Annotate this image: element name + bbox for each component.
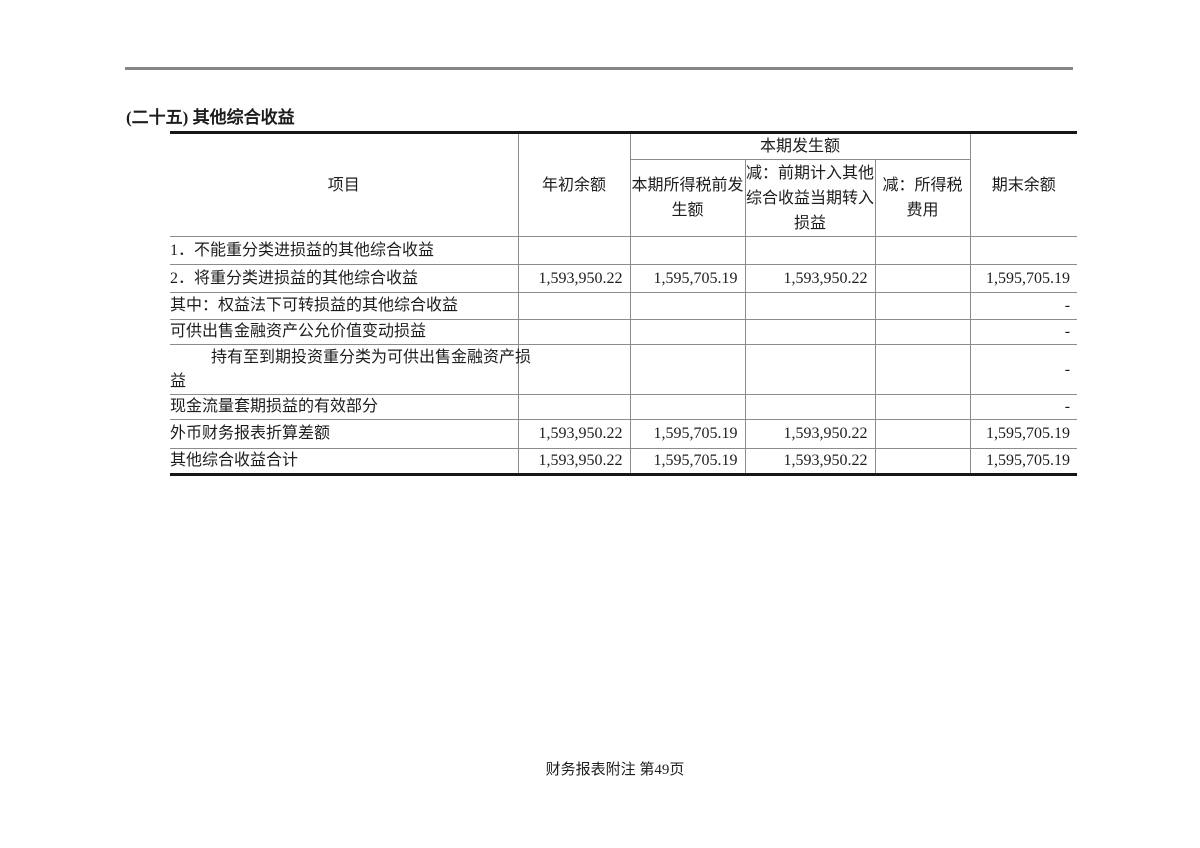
value-cell: [875, 236, 971, 265]
item-cell: 其他综合收益合计: [170, 448, 519, 475]
value-cell: [630, 319, 746, 345]
table-header: 项目 年初余额 本期发生额 期末余额 本期所得税前发生额 减：前期计入其他综合收…: [170, 132, 1078, 237]
value-cell: [630, 236, 746, 265]
table-row: 其中：权益法下可转损益的其他综合收益 -: [170, 292, 1078, 320]
table-row: 外币财务报表折算差额 1,593,950.22 1,595,705.19 1,5…: [170, 419, 1078, 449]
value-cell: 1,593,950.22: [745, 264, 876, 293]
value-cell: [518, 292, 631, 320]
value-cell: 1,595,705.19: [630, 264, 746, 293]
value-cell: [745, 292, 876, 320]
value-cell: -: [970, 292, 1078, 320]
table-row: 1．不能重分类进损益的其他综合收益: [170, 236, 1078, 265]
value-cell: [875, 394, 971, 420]
value-cell: 1,595,705.19: [970, 419, 1078, 449]
value-cell: 1,595,705.19: [970, 264, 1078, 293]
value-cell: -: [970, 319, 1078, 345]
item-cell: 可供出售金融资产公允价值变动损益: [170, 319, 519, 345]
value-cell: 1,593,950.22: [518, 419, 631, 449]
table-row-total: 其他综合收益合计 1,593,950.22 1,595,705.19 1,593…: [170, 448, 1077, 475]
value-cell: 1,593,950.22: [745, 419, 876, 449]
table-row: 现金流量套期损益的有效部分 -: [170, 394, 1078, 420]
header-less-income-tax: 减：所得税费用: [875, 159, 971, 237]
header-row-labels: 本期所得税前发生额 减：前期计入其他综合收益当期转入损益 减：所得税费用: [170, 159, 1077, 237]
page-footer: 财务报表附注 第49页: [545, 762, 685, 778]
value-cell: [875, 448, 971, 475]
item-cell: 其中：权益法下可转损益的其他综合收益: [170, 292, 519, 320]
value-cell: [875, 344, 971, 395]
value-cell: [745, 344, 876, 395]
value-cell: 1,595,705.19: [630, 448, 746, 475]
value-cell: [875, 292, 971, 320]
item-cell: 现金流量套期损益的有效部分: [170, 394, 519, 420]
value-cell: 1,595,705.19: [630, 419, 746, 449]
table-row: 持有至到期投资重分类为可供出售金融资产损益 -: [170, 344, 1078, 395]
header-pretax-amount: 本期所得税前发生额: [630, 159, 746, 237]
value-cell: [875, 419, 971, 449]
header-current-period-group: 本期发生额: [630, 132, 971, 160]
value-cell: 1,593,950.22: [745, 448, 876, 475]
value-cell: -: [970, 394, 1078, 420]
header-row-group: 项目 年初余额 本期发生额 期末余额: [170, 132, 1078, 237]
value-cell: [630, 394, 746, 420]
value-cell: [518, 236, 631, 265]
value-cell: -: [970, 344, 1078, 395]
value-cell: [630, 344, 746, 395]
header-less-prior-transfer: 减：前期计入其他综合收益当期转入损益: [745, 159, 876, 237]
section-title: (二十五) 其他综合收益: [126, 108, 295, 127]
other-comprehensive-income-table: 项目 年初余额 本期发生额 期末余额 本期所得税前发生额 减：前期计入其他综合收…: [170, 131, 1078, 476]
item-cell: 持有至到期投资重分类为可供出售金融资产损益: [170, 344, 531, 395]
header-beginning-balance: 年初余额: [518, 132, 631, 237]
value-cell: [518, 319, 631, 345]
header-item: 项目: [170, 132, 519, 237]
item-text: 持有至到期投资重分类为可供出售金融资产损益: [170, 348, 532, 390]
item-cell: 外币财务报表折算差额: [170, 419, 519, 449]
value-cell: [875, 264, 971, 293]
value-cell: [745, 319, 876, 345]
value-cell: [630, 292, 746, 320]
table-row: 可供出售金融资产公允价值变动损益 -: [170, 319, 1078, 345]
value-cell: [875, 319, 971, 345]
value-cell: [745, 236, 876, 265]
value-cell: [518, 344, 631, 395]
page-top-rule: [125, 67, 1073, 70]
value-cell: [518, 394, 631, 420]
table-row: 2．将重分类进损益的其他综合收益 1,593,950.22 1,595,705.…: [170, 264, 1078, 293]
item-cell: 1．不能重分类进损益的其他综合收益: [170, 236, 519, 265]
header-ending-balance: 期末余额: [970, 132, 1078, 237]
value-cell: [970, 236, 1078, 265]
value-cell: 1,595,705.19: [986, 452, 1071, 469]
item-cell: 2．将重分类进损益的其他综合收益: [170, 264, 519, 293]
table-body: 1．不能重分类进损益的其他综合收益 2．将重分类进损益的其他综合收益 1,593…: [170, 236, 1078, 475]
value-cell: 1,593,950.22: [518, 264, 631, 293]
value-cell: 1,593,950.22: [518, 448, 631, 475]
value-cell: [745, 394, 876, 420]
